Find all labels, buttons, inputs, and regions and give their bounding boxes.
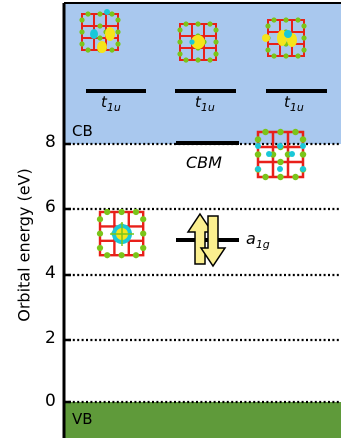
a1g-orbital-inset [95, 207, 148, 260]
y-tick-4: 4 [45, 263, 56, 283]
y-axis-ticks [64, 142, 71, 404]
y-tick-8: 8 [45, 132, 56, 152]
vb-label: VB [72, 410, 93, 428]
cbm-orbital-inset [253, 127, 308, 182]
t1u-label-2: t1u [195, 93, 215, 114]
cb-label: CB [72, 122, 93, 140]
y-tick-2: 2 [45, 328, 56, 348]
energy-gridlines [64, 142, 341, 404]
t1u-orbital-inset-3 [262, 16, 308, 60]
y-tick-0: 0 [45, 391, 56, 411]
y-axis-label: Orbital energy (eV) [14, 168, 34, 322]
cbm-label: CBM [186, 153, 222, 172]
t1u-orbital-inset-1 [78, 9, 122, 54]
t1u-orbital-inset-2 [176, 20, 220, 64]
t1u-label-3: t1u [284, 93, 304, 114]
spin-arrows [186, 212, 227, 268]
a1g-label: a1g [246, 229, 270, 252]
y-tick-6: 6 [45, 197, 56, 217]
valence-band [64, 402, 341, 438]
spin-down-arrow-icon [199, 215, 227, 268]
t1u-label-1: t1u [101, 93, 121, 114]
